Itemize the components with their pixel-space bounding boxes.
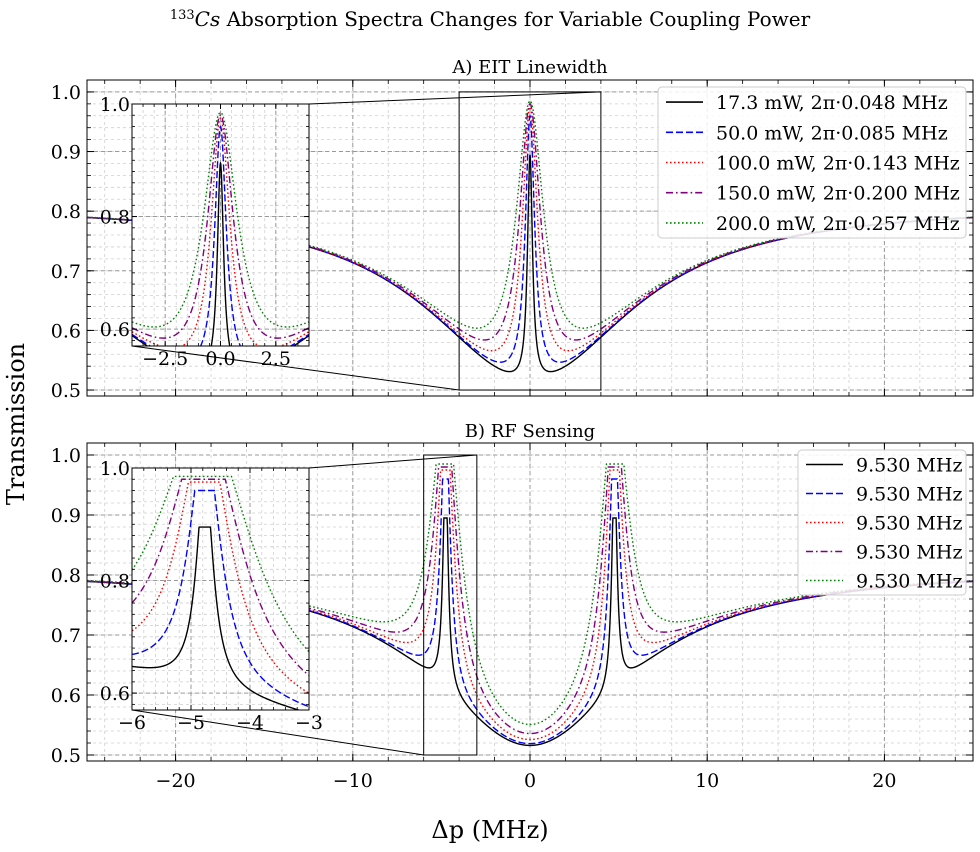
x-axis-label: Δp (MHz) bbox=[431, 816, 548, 844]
inset-x-tick-label: 0.0 bbox=[205, 348, 235, 370]
legend-frame bbox=[657, 86, 967, 239]
x-tick-label: 0 bbox=[524, 770, 536, 792]
inset-series-line-2 bbox=[132, 125, 309, 346]
panel-eit-linewidth: 0.5 0.6 0.7 0.8 0.9 1.0 A) EIT Linewidth 0.6 0.8… bbox=[51, 57, 974, 402]
legend-label-3: 100.0 mW, 2π·0.143 MHz bbox=[716, 153, 960, 175]
zoom-connector bbox=[131, 345, 460, 391]
legend-label-1: 9.530 MHz bbox=[856, 455, 962, 477]
zoom-region-box bbox=[458, 91, 602, 391]
ticks bbox=[87, 79, 973, 396]
y-tick-label: 0.9 bbox=[51, 142, 81, 164]
x-tick-label: 10 bbox=[695, 770, 719, 792]
legend-label-5: 200.0 mW, 2π·0.257 MHz bbox=[716, 213, 960, 235]
axes-frame bbox=[86, 79, 974, 397]
legend-label-3: 9.530 MHz bbox=[856, 513, 962, 535]
legend-label-2: 50.0 mW, 2π·0.085 MHz bbox=[716, 122, 948, 144]
y-tick-label: 0.9 bbox=[51, 505, 81, 527]
axes-frame bbox=[86, 442, 974, 762]
panel-title: B) RF Sensing bbox=[465, 421, 595, 442]
y-tick-label: 0.6 bbox=[51, 320, 81, 342]
panel-rf-sensing: 0.5 0.6 0.7 0.8 0.9 1.0 −20 −10 0 10 20 B) RF Sensi… bbox=[51, 421, 974, 792]
y-tick-label: 0.5 bbox=[51, 745, 81, 767]
y-axis-label: Transmission bbox=[2, 343, 30, 505]
zoom-connector bbox=[308, 91, 601, 105]
inset-series-line-1 bbox=[132, 161, 309, 346]
ticks bbox=[87, 442, 973, 761]
axes-frame bbox=[131, 103, 310, 347]
y-tick-label: 0.8 bbox=[51, 565, 81, 587]
x-tick-label: −20 bbox=[156, 770, 196, 792]
inset-series-line-1 bbox=[132, 526, 302, 710]
y-tick-label: 1.0 bbox=[51, 445, 81, 467]
y-tick-label: 0.7 bbox=[51, 261, 81, 283]
title-text: Absorption Spectra Changes for Variable … bbox=[220, 7, 810, 31]
zoom-connector bbox=[131, 709, 424, 756]
title-superscript: 133 bbox=[170, 8, 195, 23]
inset-series-group bbox=[132, 111, 309, 346]
inset-y-tick-label: 1.0 bbox=[100, 94, 130, 116]
y-tick-label: 0.5 bbox=[51, 380, 81, 402]
inset-series-line-2 bbox=[132, 489, 309, 708]
inset-x-tick-label: −6 bbox=[118, 712, 146, 734]
inset-series-line-3 bbox=[132, 117, 309, 346]
inset-x-tick-label: −3 bbox=[295, 712, 323, 734]
inset-y-tick-label: 0.6 bbox=[100, 319, 130, 341]
inset-y-tick-label: 0.8 bbox=[100, 571, 130, 593]
inset-y-tick-label: 1.0 bbox=[100, 458, 130, 480]
legend-label-5: 9.530 MHz bbox=[856, 571, 962, 593]
legend-label-4: 9.530 MHz bbox=[856, 542, 962, 564]
y-tick-label: 1.0 bbox=[51, 82, 81, 104]
zoom-region-box bbox=[423, 454, 478, 756]
inset-series-line-4 bbox=[132, 478, 309, 677]
inset-y-tick-label: 0.6 bbox=[100, 683, 130, 705]
legend: 17.3 mW, 2π·0.048 MHz 50.0 mW, 2π·0.085 M… bbox=[657, 86, 967, 239]
inset-x-tick-label: −2.5 bbox=[142, 348, 188, 370]
inset-axes: 0.60.81.0−2.5 0.0 2.5 bbox=[100, 94, 310, 370]
inset-x-tick-label: −5 bbox=[177, 712, 205, 734]
x-tick-label: 20 bbox=[872, 770, 896, 792]
zoom-connector bbox=[308, 454, 477, 469]
inset-axes: 0.6 0.8 1.0 −6 −5 −4 −3 bbox=[100, 458, 323, 734]
legend-frame bbox=[797, 449, 967, 596]
legend-label-4: 150.0 mW, 2π·0.200 MHz bbox=[716, 183, 960, 205]
y-tick-label: 0.6 bbox=[51, 685, 81, 707]
figure-title: 133Cs Absorption Spectra Changes for Var… bbox=[170, 7, 811, 31]
inset-y-tick-label: 0.8 bbox=[100, 207, 130, 229]
inset-series-group bbox=[132, 475, 309, 710]
x-tick-label: −10 bbox=[333, 770, 373, 792]
legend-label-2: 9.530 MHz bbox=[856, 484, 962, 506]
inset-x-tick-label: −4 bbox=[236, 712, 264, 734]
y-tick-label: 0.7 bbox=[51, 625, 81, 647]
legend-label-1: 17.3 mW, 2π·0.048 MHz bbox=[716, 92, 948, 114]
axes-frame bbox=[131, 467, 310, 711]
title-element: Cs bbox=[195, 7, 221, 31]
inset-series-line-3 bbox=[132, 481, 309, 694]
y-tick-label: 0.8 bbox=[51, 201, 81, 223]
legend: 9.530 MHz 9.530 MHz 9.530 MHz 9.530 MHz 9.53… bbox=[797, 449, 967, 596]
inset-series-line-4 bbox=[132, 114, 309, 339]
panel-title: A) EIT Linewidth bbox=[451, 57, 608, 78]
plot-area bbox=[132, 468, 309, 710]
